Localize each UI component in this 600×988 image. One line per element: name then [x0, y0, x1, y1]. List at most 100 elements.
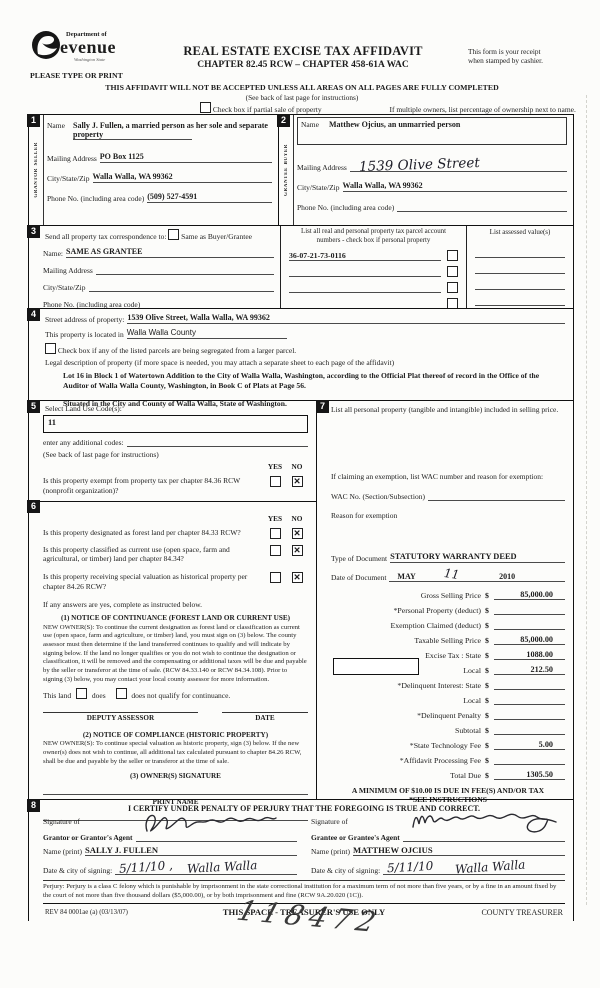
- total-due-value[interactable]: 1305.50: [494, 770, 565, 780]
- gross-price-value[interactable]: 85,000.00: [494, 590, 565, 600]
- buyer-name-value[interactable]: Matthew Ojcius, an unmarried person: [329, 120, 461, 129]
- grantor-signature-field[interactable]: [135, 829, 297, 842]
- grantee-signature-field[interactable]: [402, 829, 565, 842]
- parcel-2-personal-checkbox[interactable]: [447, 266, 458, 278]
- forest-land-question: Is this property designated as forest la…: [43, 527, 241, 537]
- landuse-and-tax-row: 5 7 Select Land Use Code(s): 11 enter an…: [27, 400, 573, 821]
- wac-field[interactable]: [427, 490, 565, 501]
- partial-sale-checkbox[interactable]: [200, 102, 211, 113]
- form-title: REAL ESTATE EXCISE TAX AFFIDAVIT: [183, 44, 423, 58]
- segregated-checkbox[interactable]: [45, 343, 56, 354]
- exempt-no-checkbox[interactable]: ✕: [291, 476, 303, 487]
- legal-description-text: Lot 16 in Block 1 of Watertown Addition …: [63, 371, 540, 391]
- seller-csz-field[interactable]: Walla Walla, WA 99362: [92, 172, 272, 183]
- located-county-field[interactable]: Walla Walla County: [126, 328, 287, 339]
- affidavit-fee-row: *Affidavit Processing Fee $: [331, 750, 565, 765]
- minimum-fee-note: A MINIMUM OF $10.00 IS DUE IN FEE(S) AND…: [351, 785, 545, 795]
- dollar-sign: $: [485, 665, 489, 675]
- grantor-name-print-value[interactable]: SALLY J. FULLEN: [84, 845, 297, 856]
- parcel-2-field[interactable]: [289, 276, 441, 278]
- grantee-name-print-label: Name (print): [311, 847, 350, 856]
- exemption-claimed-value[interactable]: [494, 628, 565, 630]
- delinquent-penalty-row: *Delinquent Penalty $: [331, 705, 565, 720]
- property-description-row: 4 Street address of property: 1539 Olive…: [27, 308, 573, 408]
- exempt-yes-checkbox[interactable]: [269, 476, 281, 487]
- grantee-date-city-field[interactable]: 5/11/10 Walla Walla: [383, 858, 565, 876]
- assessed-value-1-field[interactable]: [475, 257, 565, 258]
- seller-name-value-2[interactable]: property: [73, 130, 193, 140]
- personal-property-blank-area[interactable]: [331, 416, 565, 472]
- parcel-1-personal-checkbox[interactable]: [447, 250, 458, 262]
- delinquent-interest-local-row: Local $: [331, 690, 565, 705]
- delinquent-interest-local-value[interactable]: [494, 703, 565, 705]
- please-type-or-print: PLEASE TYPE OR PRINT: [30, 71, 123, 80]
- treasurer-stamp-box: [333, 657, 419, 675]
- section-7-marker: 7: [316, 400, 329, 413]
- seller-name-value[interactable]: Sally J. Fullen, a married person as her…: [73, 121, 268, 130]
- current-use-yes-checkbox[interactable]: [269, 544, 281, 556]
- buyer-side-label: BUYER GRANTEE: [279, 115, 294, 225]
- parcel-3-field[interactable]: [289, 292, 441, 294]
- affidavit-fee-value[interactable]: [494, 763, 565, 765]
- grantee-name-print-value[interactable]: MATTHEW OJCIUS: [352, 845, 565, 856]
- receipt-note-line1: This form is your receipt: [468, 47, 541, 56]
- historic-yes-checkbox[interactable]: [269, 572, 281, 583]
- doc-date-field[interactable]: MAY 11 2010: [389, 566, 565, 582]
- corr-name-field[interactable]: SAME AS GRANTEE: [66, 247, 274, 258]
- excise-local-value[interactable]: 212.50: [494, 665, 565, 675]
- buyer-csz-field[interactable]: Walla Walla, WA 99362: [342, 181, 567, 192]
- parcel-3-personal-checkbox[interactable]: [447, 282, 458, 294]
- certify-statement: I CERTIFY UNDER PENALTY OF PERJURY THAT …: [127, 804, 480, 813]
- land-use-code-field[interactable]: 11: [43, 415, 308, 433]
- same-as-buyer-checkbox[interactable]: [168, 229, 180, 240]
- subtotal-value[interactable]: [494, 733, 565, 735]
- s6-yes-no-header: YES NO: [43, 514, 308, 523]
- s5-yes-no-header: YES NO: [43, 462, 308, 471]
- corr-mailing-field[interactable]: [95, 264, 274, 275]
- corr-csz-field[interactable]: [88, 281, 274, 292]
- forest-yes-checkbox[interactable]: [269, 527, 281, 539]
- personal-property-deduct-value[interactable]: [494, 613, 565, 615]
- assessed-value-3-field[interactable]: [475, 289, 565, 290]
- buyer-phone-label: Phone No. (including area code): [297, 203, 395, 212]
- assessed-value-4-field[interactable]: [475, 305, 565, 306]
- seller-mailing-label: Mailing Address: [47, 154, 97, 163]
- deputy-assessor-line[interactable]: DEPUTY ASSESSOR: [43, 712, 198, 722]
- seller-phone-field[interactable]: (509) 527-4591: [147, 192, 272, 203]
- assessed-value-2-field[interactable]: [475, 273, 565, 274]
- delinquent-penalty-value[interactable]: [494, 718, 565, 720]
- forest-no-checkbox[interactable]: ✕: [291, 527, 303, 539]
- buyer-mailing-field[interactable]: [349, 161, 567, 172]
- reason-exemption-blank-area[interactable]: [331, 520, 565, 550]
- doc-type-field[interactable]: STATUTORY WARRANTY DEED: [390, 552, 565, 563]
- taxable-price-value[interactable]: 85,000.00: [494, 635, 565, 645]
- grantee-date-city-label: Date & city of signing:: [311, 866, 381, 875]
- notice-compliance-title: (2) NOTICE OF COMPLIANCE (HISTORIC PROPE…: [82, 731, 269, 740]
- seller-name-label: Name: [47, 121, 65, 130]
- street-address-field[interactable]: 1539 Olive Street, Walla Walla, WA 99362: [127, 313, 565, 324]
- parcel-1-field[interactable]: 36-07-21-73-0116: [289, 251, 441, 262]
- buyer-csz-label: City/State/Zip: [297, 183, 340, 192]
- excise-state-value[interactable]: 1088.00: [494, 650, 565, 660]
- additional-codes-field[interactable]: [126, 436, 308, 447]
- owners-signature-field[interactable]: [43, 782, 308, 795]
- total-due-label: Total Due: [450, 770, 481, 780]
- historic-question: Is this property receiving special valua…: [43, 572, 248, 591]
- historic-no-checkbox[interactable]: ✕: [291, 572, 303, 583]
- delinquent-interest-state-label: *Delinquent Interest: State: [397, 680, 481, 690]
- partial-sale-label: Check box if partial sale of property: [212, 105, 322, 114]
- buyer-phone-field[interactable]: [397, 201, 567, 212]
- assessor-date-line[interactable]: DATE: [221, 712, 308, 722]
- seller-phone-label: Phone No. (including area code): [47, 194, 145, 203]
- grantor-date-city-field[interactable]: 5/11/10 , Walla Walla: [115, 858, 297, 876]
- state-tech-fee-value[interactable]: 5.00: [494, 740, 565, 750]
- perjury-statement: Perjury: Perjury is a class C felony whi…: [43, 880, 565, 900]
- current-use-question-row: Is this property classified as current u…: [43, 544, 308, 565]
- seller-mailing-field[interactable]: PO Box 1125: [99, 152, 272, 163]
- current-use-no-checkbox[interactable]: ✕: [291, 544, 303, 556]
- does-not-checkbox[interactable]: [115, 688, 127, 700]
- delinquent-interest-state-value[interactable]: [494, 688, 565, 690]
- does-not-label: does not qualify for continuance.: [131, 691, 231, 701]
- does-checkbox[interactable]: [76, 688, 87, 700]
- grantor-name-print-label: Name (print): [43, 847, 82, 856]
